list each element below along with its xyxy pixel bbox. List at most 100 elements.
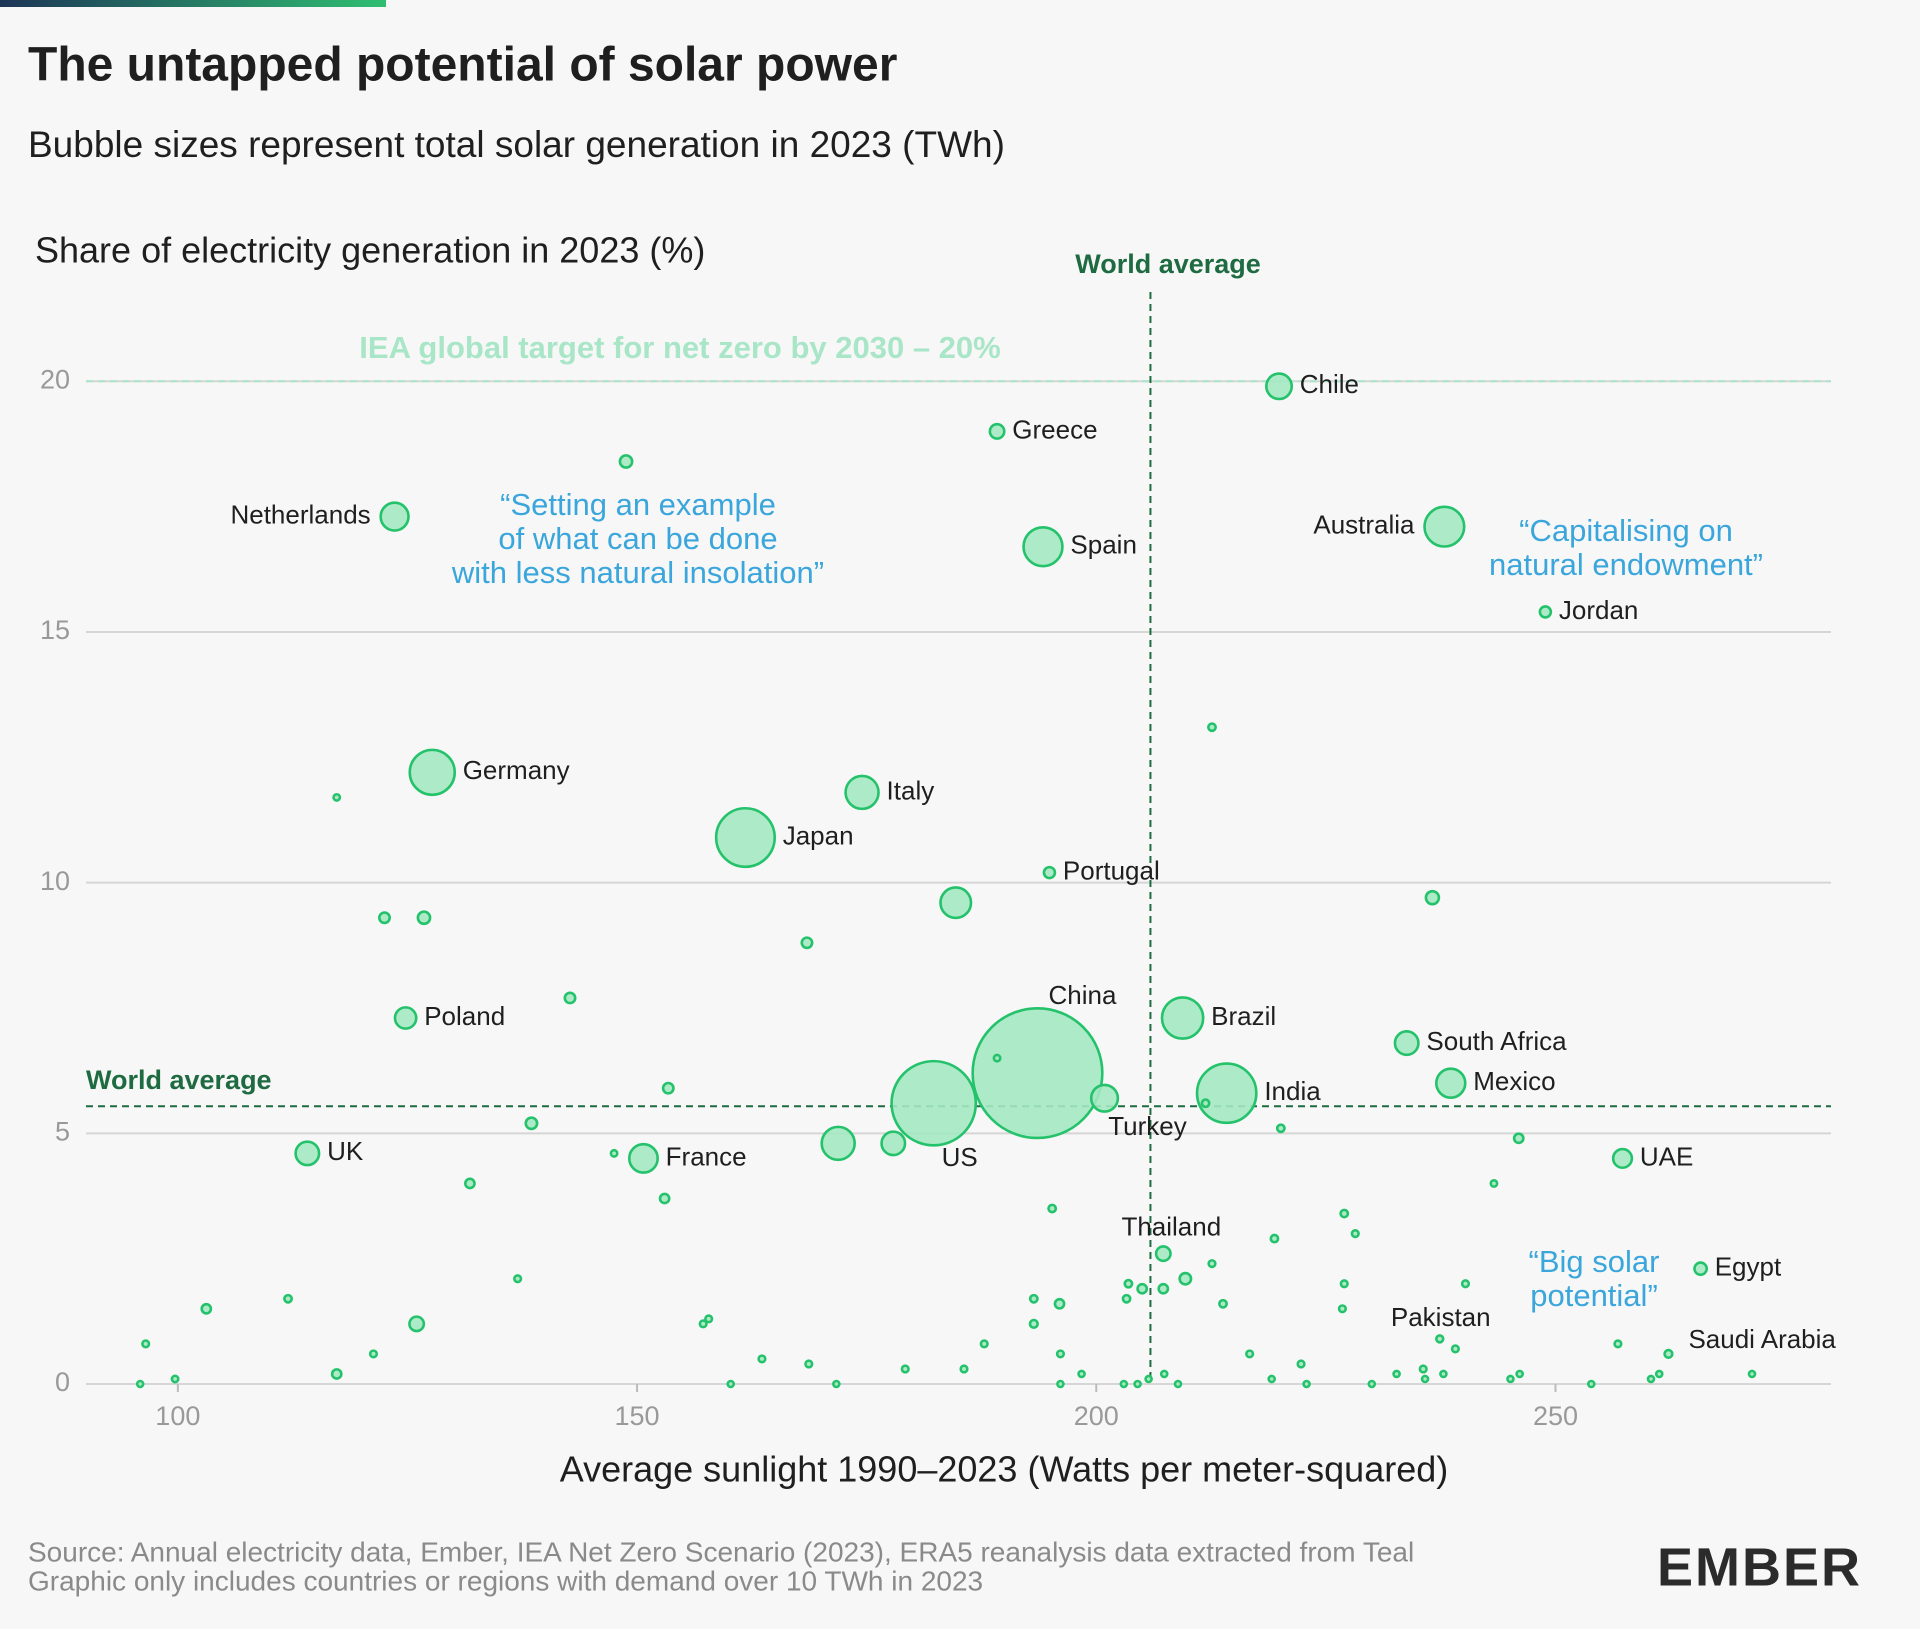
bubble: [1439, 1369, 1448, 1379]
bubble: [378, 911, 391, 925]
bubble: [1747, 1369, 1757, 1379]
point-label: Spain: [1070, 530, 1137, 560]
annotation: “Capitalising on: [1519, 513, 1733, 548]
bubble: [820, 1125, 856, 1162]
point-label: Mexico: [1473, 1066, 1555, 1096]
source-line: Source: Annual electricity data, Ember, …: [28, 1536, 1414, 1567]
point-label: Japan: [783, 820, 854, 850]
bubble: [971, 1007, 1104, 1140]
bubble: [704, 1314, 714, 1324]
point-label: Egypt: [1715, 1252, 1782, 1282]
bubble: [1654, 1369, 1664, 1379]
bubble: [200, 1302, 213, 1315]
bubble: [1218, 1298, 1228, 1309]
y-tick-label: 10: [40, 866, 70, 896]
bubble: [1515, 1369, 1524, 1379]
bubble: [1200, 1098, 1211, 1109]
bubble: [804, 1359, 814, 1369]
bubble: [726, 1379, 736, 1389]
bubble: [1393, 1030, 1420, 1057]
bubble: [1350, 1228, 1360, 1239]
bubble: [1693, 1261, 1708, 1277]
bubble: [1613, 1339, 1623, 1349]
bubble: [959, 1364, 969, 1374]
bubble: [463, 1177, 476, 1190]
bubble: [1337, 1304, 1347, 1314]
annotation: natural endowment”: [1489, 547, 1763, 582]
point-label: India: [1264, 1076, 1321, 1106]
bubble: [1506, 1374, 1515, 1384]
bubble: [627, 1142, 659, 1174]
bubble: [1119, 1379, 1129, 1389]
bubble: [1160, 996, 1205, 1040]
bubble: [1265, 372, 1294, 401]
bubble: [1154, 1245, 1172, 1263]
point-label: China: [1049, 980, 1117, 1010]
bubble: [1207, 1259, 1217, 1269]
bubble: [1157, 1282, 1170, 1295]
x-axis-title: Average sunlight 1990–2023 (Watts per me…: [560, 1449, 1449, 1490]
bubble: [1418, 1364, 1428, 1374]
bubble: [1089, 1083, 1120, 1113]
bubble: [408, 1315, 426, 1333]
source-line: Graphic only includes countries or regio…: [28, 1565, 983, 1596]
bubble: [880, 1130, 907, 1157]
point-label: Australia: [1313, 510, 1415, 540]
bubble: [1136, 1282, 1149, 1295]
bubble: [1423, 505, 1466, 548]
y-tick-label: 20: [40, 364, 70, 394]
bubble: [416, 910, 432, 926]
x-tick-label: 250: [1533, 1401, 1578, 1431]
point-label: Pakistan: [1391, 1302, 1491, 1332]
bubble: [1123, 1278, 1134, 1289]
bubble: [1159, 1369, 1169, 1379]
bubble: [1611, 1147, 1634, 1170]
bubble: [1173, 1379, 1183, 1389]
bubble: [368, 1349, 379, 1359]
annotation: of what can be done: [498, 521, 777, 556]
bubble: [939, 886, 973, 920]
y-axis-title: Share of electricity generation in 2023 …: [35, 230, 705, 271]
chart-subtitle: Bubble sizes represent total solar gener…: [28, 124, 1005, 165]
point-label: Poland: [424, 1001, 505, 1031]
point-label: Saudi Arabia: [1688, 1324, 1836, 1354]
point-label: UK: [327, 1136, 364, 1166]
bubble: [141, 1339, 151, 1349]
chart-title: The untapped potential of solar power: [28, 39, 897, 92]
bubble: [1195, 1062, 1258, 1125]
bubble: [563, 991, 577, 1005]
bubble: [1269, 1233, 1280, 1244]
bubble: [1538, 605, 1553, 619]
y-tick-label: 0: [55, 1367, 70, 1397]
bubble: [1646, 1374, 1656, 1384]
reference-label: IEA global target for net zero by 2030 –…: [359, 330, 1000, 365]
bubble: [1663, 1348, 1674, 1360]
bubble: [1586, 1379, 1596, 1389]
point-label: US: [942, 1142, 978, 1172]
bubble: [170, 1374, 180, 1384]
bubble: [1028, 1293, 1039, 1304]
point-label: Jordan: [1559, 595, 1639, 625]
point-label: Greece: [1012, 414, 1097, 444]
bubble: [283, 1293, 293, 1304]
bubble: [1435, 1334, 1445, 1344]
bubble: [890, 1059, 978, 1147]
point-label: Netherlands: [230, 500, 370, 530]
bubble: [1460, 1279, 1471, 1289]
bubble: [1207, 722, 1217, 733]
point-label: France: [666, 1141, 747, 1171]
bubble: [1055, 1349, 1066, 1359]
x-tick-label: 200: [1074, 1401, 1119, 1431]
bubble: [1296, 1359, 1306, 1369]
bubble: [332, 792, 342, 802]
bubble: [1435, 1067, 1467, 1099]
point-label: UAE: [1640, 1141, 1693, 1171]
bubble: [1121, 1293, 1132, 1304]
bubble: [1424, 889, 1441, 906]
x-tick-label: 100: [155, 1401, 200, 1431]
x-tick-label: 150: [615, 1401, 660, 1431]
point-label: Italy: [887, 775, 935, 805]
reference-label: World average: [1075, 249, 1261, 279]
bubble: [992, 1053, 1002, 1063]
